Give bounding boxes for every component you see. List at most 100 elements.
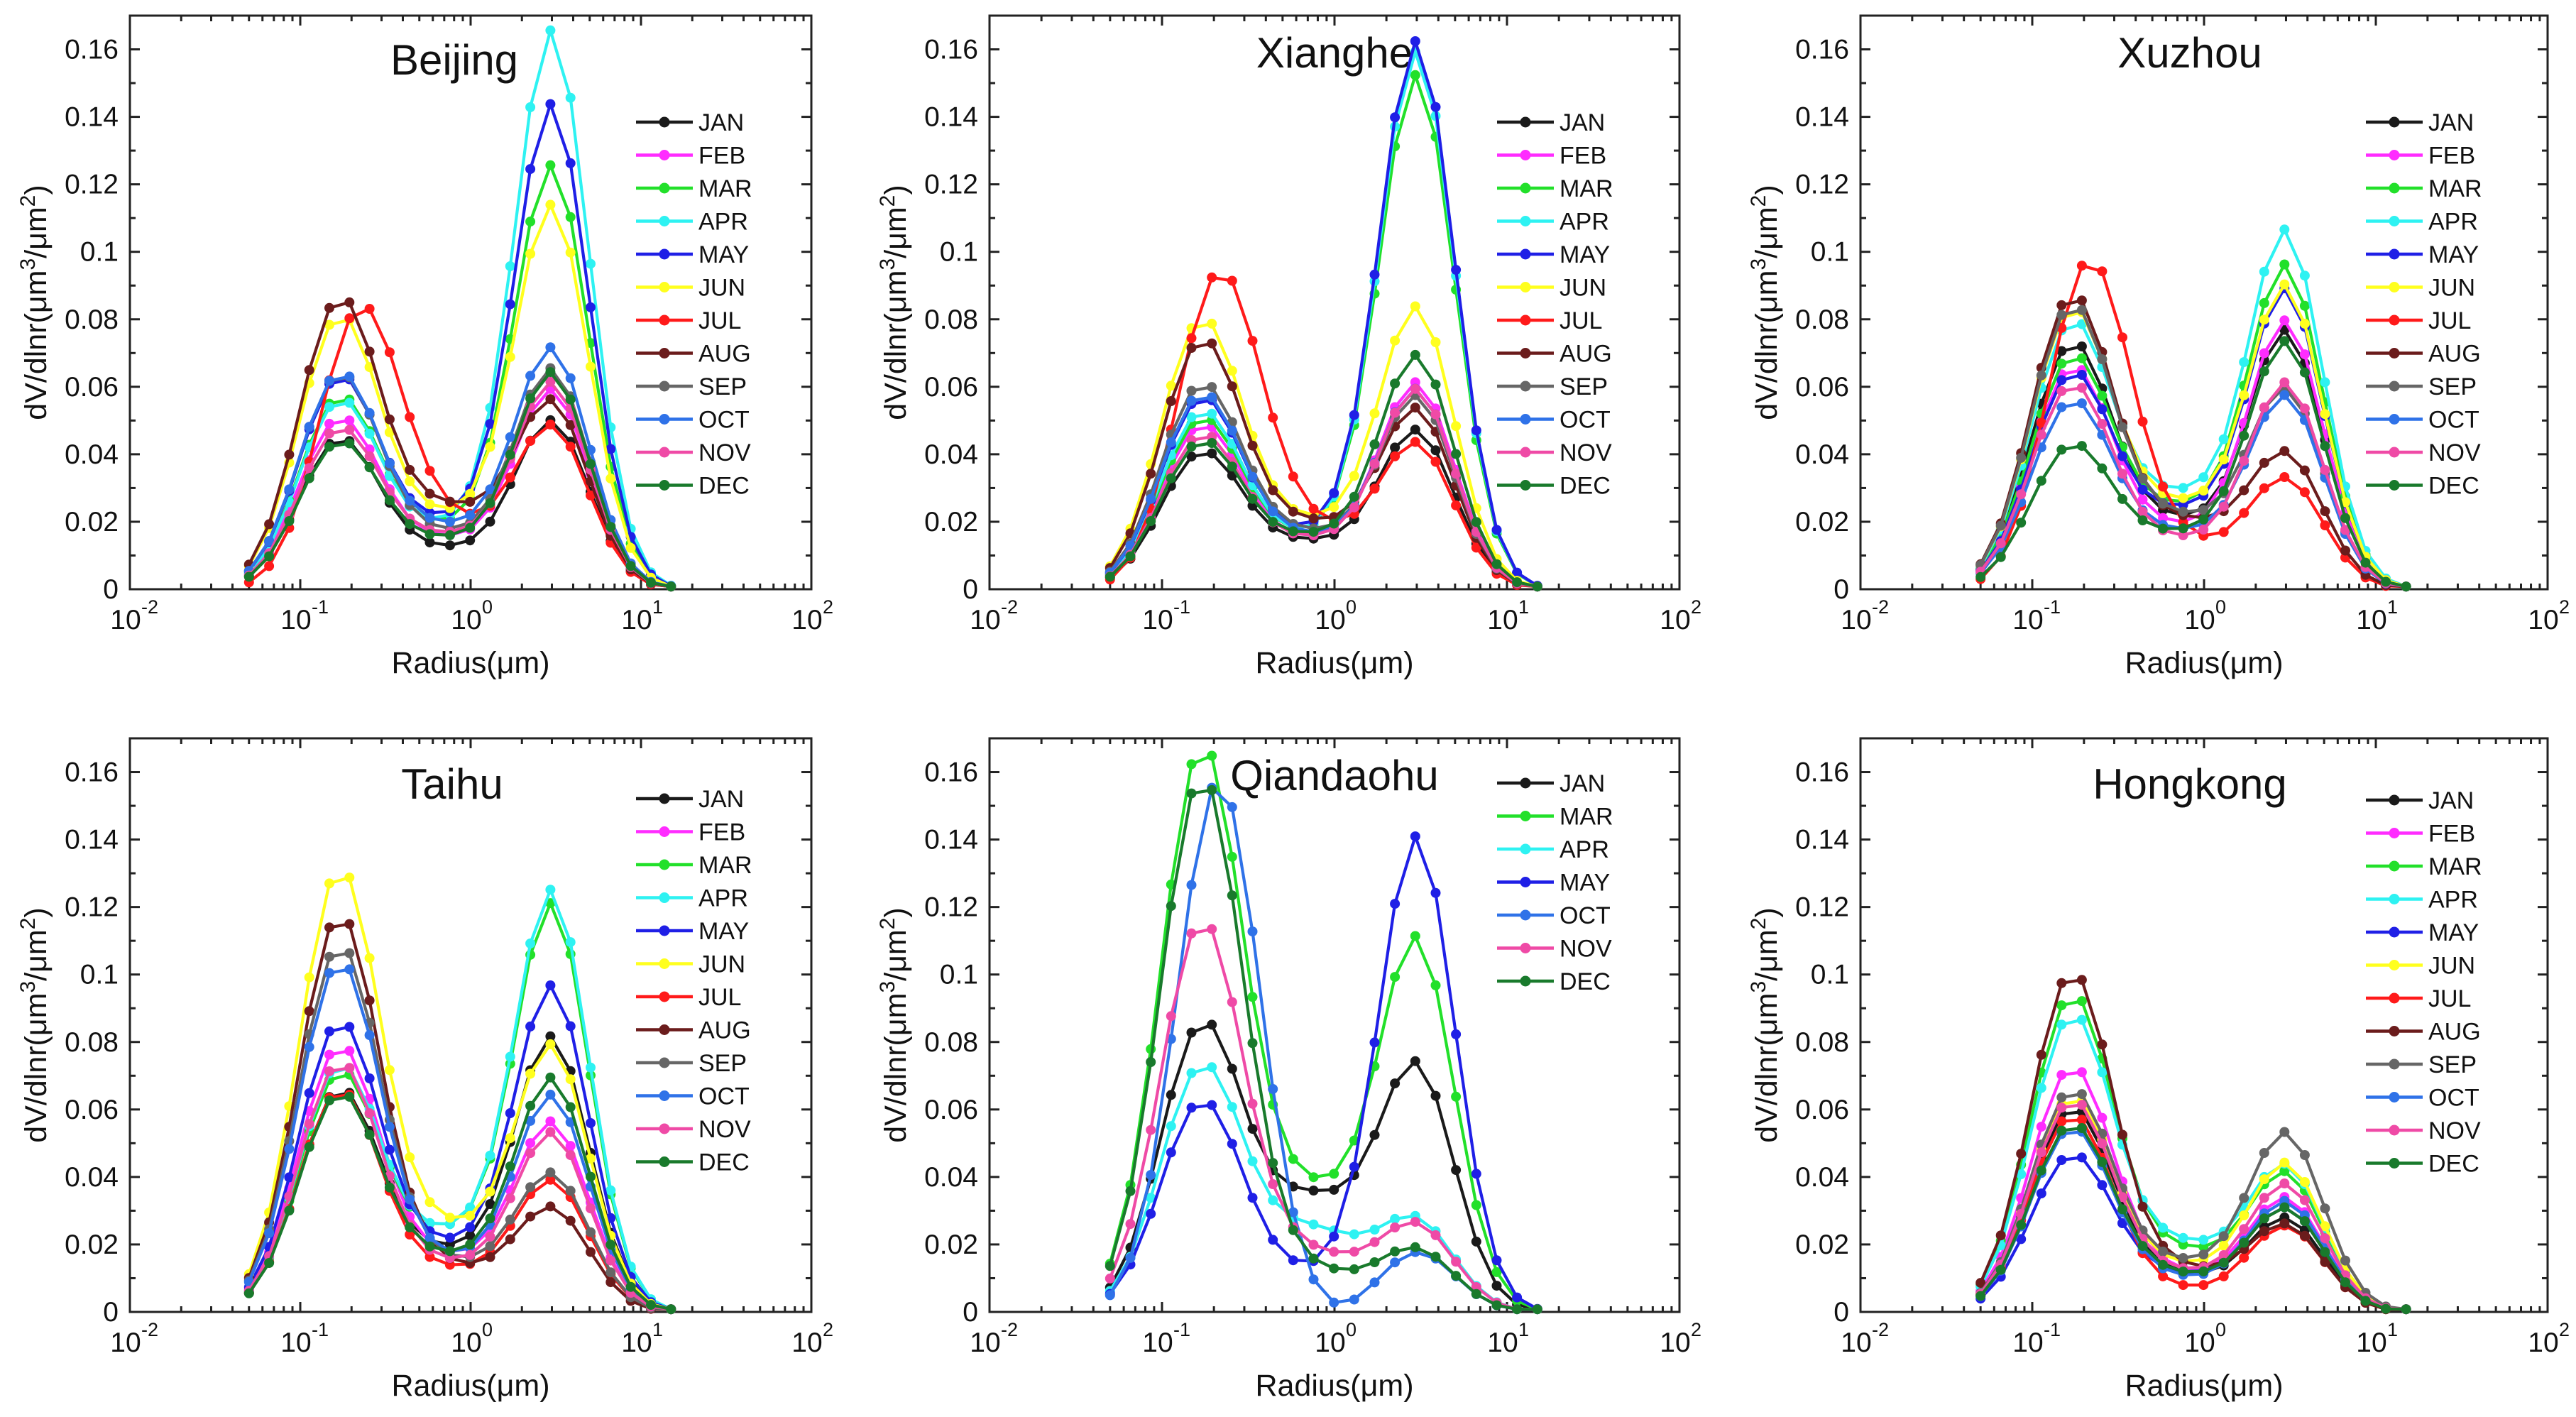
data-point (2097, 266, 2108, 277)
data-point (2076, 341, 2087, 351)
legend-label: JUL (698, 307, 741, 334)
data-point (1247, 1098, 1258, 1109)
data-point (2320, 520, 2330, 530)
data-point (2097, 1067, 2108, 1078)
data-point (304, 1142, 314, 1152)
data-point (1288, 526, 1298, 537)
data-point (1390, 335, 1401, 346)
legend-swatch-marker (659, 248, 670, 260)
data-point (545, 367, 556, 378)
data-point (2340, 525, 2350, 535)
data-point (525, 1148, 536, 1159)
legend-label: JUN (1560, 275, 1606, 302)
legend-item-aug: AUG (636, 341, 751, 368)
data-point (1512, 1292, 1523, 1303)
data-point (1227, 425, 1237, 436)
series-line-may (1108, 39, 1539, 588)
data-point (324, 302, 334, 313)
data-point (344, 398, 355, 408)
data-point (2198, 505, 2209, 515)
data-point (465, 1222, 476, 1232)
y-axis-label: dV/dlnr(μm3/μm2) (1747, 907, 1785, 1142)
data-point (485, 1213, 495, 1224)
legend-swatch-marker (2389, 1125, 2400, 1136)
y-axis-label-part: ) (1750, 185, 1784, 195)
y-axis-label-part: ) (1750, 907, 1784, 917)
data-point (565, 1141, 576, 1151)
legend-item-nov: NOV (1497, 439, 1612, 466)
data-point (1491, 559, 1502, 569)
series-line-nov (1108, 927, 1539, 1311)
data-point (565, 1215, 576, 1226)
series-line-mar (1979, 263, 2408, 589)
x-tick-label: 10 (791, 605, 822, 635)
y-tick-label: 0.1 (940, 237, 978, 268)
x-tick-label: 10 (2012, 1328, 2043, 1358)
data-point (1410, 437, 1420, 447)
legend-label: JAN (1560, 770, 1605, 797)
data-point (424, 499, 435, 510)
legend-item-may: MAY (636, 918, 749, 945)
data-point (525, 1211, 536, 1222)
data-point (505, 261, 515, 271)
data-point (2218, 501, 2229, 512)
data-point (1207, 1062, 1217, 1073)
legend-label: OCT (2428, 1085, 2479, 1112)
data-point (2097, 1039, 2108, 1050)
data-point (2299, 349, 2310, 360)
legend-label: MAY (2428, 241, 2479, 268)
series-line-jan (1108, 1023, 1539, 1311)
y-tick-label: 0.16 (1795, 35, 1849, 65)
y-axis-label-part: ) (19, 185, 53, 195)
data-point (1308, 513, 1319, 524)
data-point (2178, 483, 2188, 493)
data-point (2016, 518, 2027, 528)
data-point (1369, 459, 1380, 469)
legend-label: APR (2428, 887, 2478, 914)
data-point (2279, 1157, 2290, 1168)
legend-item-apr: APR (636, 209, 748, 236)
data-point (2198, 1235, 2209, 1245)
data-point (2320, 409, 2330, 420)
data-point (1369, 1277, 1380, 1288)
data-point (485, 1186, 495, 1197)
data-point (666, 581, 676, 592)
data-point (2279, 336, 2290, 346)
legend-swatch-marker (659, 480, 670, 491)
legend-item-may: MAY (636, 241, 749, 268)
data-point (2056, 1070, 2067, 1080)
data-point (1329, 1231, 1339, 1242)
data-point (545, 342, 556, 353)
data-point (2320, 1247, 2330, 1257)
data-point (545, 420, 556, 430)
data-point (1207, 448, 1217, 459)
data-point (2340, 1255, 2350, 1266)
data-point (1369, 269, 1380, 280)
data-point (2218, 434, 2229, 444)
data-point (505, 299, 515, 310)
data-point (344, 415, 355, 426)
data-point (2097, 390, 2108, 401)
data-point (1532, 1304, 1542, 1315)
data-point (1288, 1255, 1298, 1266)
data-point (1186, 395, 1197, 406)
data-point (2117, 493, 2127, 504)
y-tick-label: 0.04 (65, 1162, 119, 1193)
y-tick-label: 0.12 (1795, 170, 1849, 200)
data-point (324, 878, 334, 889)
data-point (2056, 1092, 2067, 1103)
legend-label: APR (1560, 836, 1609, 863)
legend-swatch-marker (659, 216, 670, 226)
y-tick-label: 0.02 (924, 507, 978, 537)
legend-label: FEB (1560, 143, 1606, 170)
data-point (2218, 1271, 2229, 1281)
data-point (525, 371, 536, 381)
data-point (424, 529, 435, 540)
y-tick-label: 0.1 (80, 960, 119, 990)
data-point (2036, 430, 2046, 440)
legend-label: JUN (698, 275, 745, 302)
data-point (304, 473, 314, 483)
x-tick-exponent: 0 (1346, 596, 1356, 618)
y-tick-label: 0.08 (65, 1027, 119, 1058)
y-axis-label-part: dV/dlnr(μm (1750, 993, 1784, 1143)
